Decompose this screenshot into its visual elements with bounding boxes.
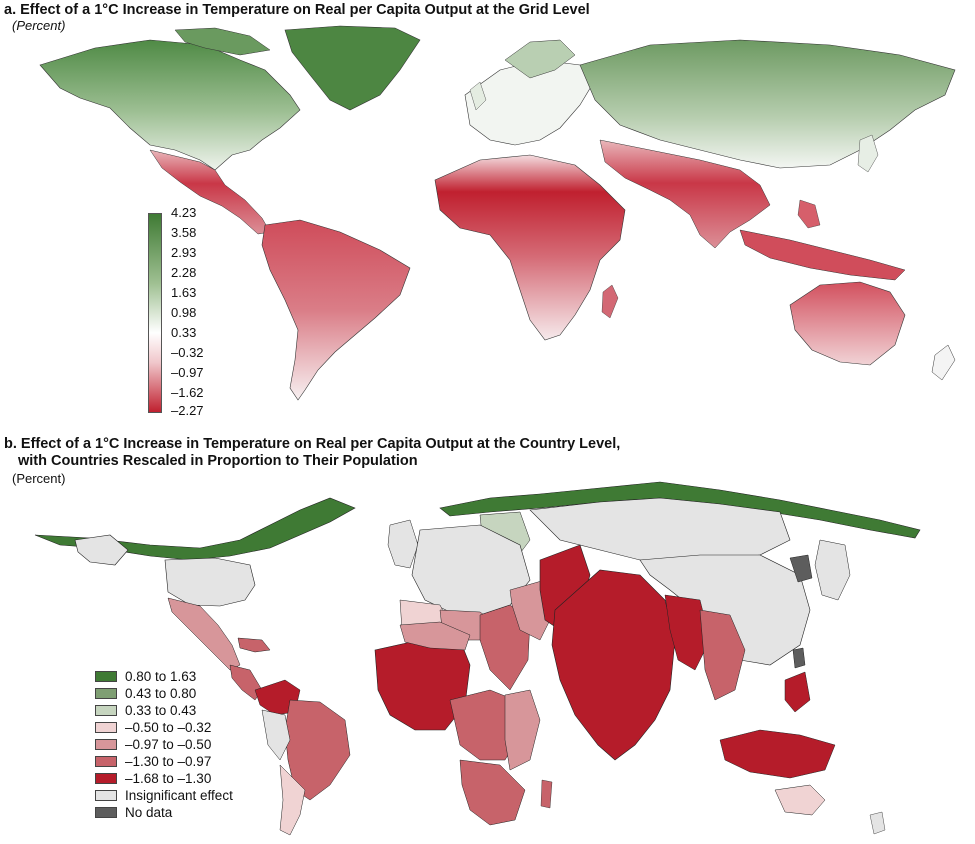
australia-region <box>774 784 826 816</box>
legend-swatch <box>95 671 117 682</box>
legend-swatch <box>95 688 117 699</box>
africa-region <box>434 154 626 341</box>
legend-label: No data <box>125 805 173 820</box>
china-region <box>639 554 811 666</box>
north-america-region <box>39 39 301 171</box>
indonesia-region <box>739 229 906 281</box>
colorbar-label: 3.58 <box>171 225 197 240</box>
korea-region <box>789 554 813 583</box>
south-america-region <box>261 219 411 401</box>
legend-swatch <box>95 756 117 767</box>
legend-label: –0.50 to –0.32 <box>125 720 212 735</box>
legend: 0.80 to 1.63 0.43 to 0.80 0.33 to 0.43 –… <box>95 668 233 821</box>
india-region <box>551 569 676 761</box>
legend-item: –0.50 to –0.32 <box>95 719 233 736</box>
legend-item: –1.68 to –1.30 <box>95 770 233 787</box>
philippines-region <box>797 199 821 229</box>
panel-b-title-line2: with Countries Rescaled in Proportion to… <box>18 453 418 469</box>
legend-label: 0.43 to 0.80 <box>125 686 197 701</box>
greenland-arctic-strip <box>439 481 921 539</box>
colorbar <box>148 213 162 413</box>
colorbar-label: –0.97 <box>171 365 204 380</box>
legend-item: Insignificant effect <box>95 787 233 804</box>
arctic-islands <box>174 27 271 56</box>
colorbar-label: 0.98 <box>171 305 197 320</box>
legend-swatch <box>95 773 117 784</box>
legend-item: –1.30 to –0.97 <box>95 753 233 770</box>
japan-region <box>857 134 879 173</box>
peru-region <box>261 709 291 761</box>
colorbar-label: 1.63 <box>171 285 197 300</box>
japan-region <box>814 539 851 601</box>
legend-swatch <box>95 790 117 801</box>
legend-item: 0.43 to 0.80 <box>95 685 233 702</box>
colorbar-label: –2.27 <box>171 403 204 418</box>
legend-item: –0.97 to –0.50 <box>95 736 233 753</box>
uk-region <box>387 519 419 569</box>
new-zealand-region <box>869 811 886 835</box>
scandinavia-region <box>504 39 576 79</box>
indonesia-region <box>719 729 836 779</box>
alaska-region <box>74 534 129 566</box>
legend-swatch <box>95 705 117 716</box>
southeast-asia-region <box>699 609 746 701</box>
southern-africa-region <box>459 759 526 826</box>
grid-level-map <box>39 25 956 401</box>
greenland-region <box>284 25 421 111</box>
taiwan-region <box>792 647 806 669</box>
colorbar-label: –0.32 <box>171 345 204 360</box>
caribbean-region <box>237 637 271 653</box>
legend-label: 0.80 to 1.63 <box>125 669 197 684</box>
bangladesh-region <box>664 594 711 671</box>
colorbar-label: 0.33 <box>171 325 197 340</box>
south-asia-region <box>599 139 771 249</box>
legend-item: No data <box>95 804 233 821</box>
panel-b-unit: (Percent) <box>12 471 66 486</box>
legend-swatch <box>95 739 117 750</box>
colorbar-label: 2.93 <box>171 245 197 260</box>
new-zealand-region <box>931 344 956 381</box>
colorbar-label: –1.62 <box>171 385 204 400</box>
philippines-region <box>784 671 811 713</box>
mexico-region <box>167 597 241 671</box>
legend-swatch <box>95 807 117 818</box>
colorbar-label: 2.28 <box>171 265 197 280</box>
legend-label: –0.97 to –0.50 <box>125 737 212 752</box>
panel-a-unit: (Percent) <box>12 18 66 33</box>
legend-label: –1.68 to –1.30 <box>125 771 212 786</box>
country-level-cartogram <box>34 481 921 836</box>
legend-item: 0.33 to 0.43 <box>95 702 233 719</box>
legend-label: –1.30 to –0.97 <box>125 754 212 769</box>
central-america-region <box>229 664 263 701</box>
east-africa-region <box>504 689 541 771</box>
argentina-region <box>279 764 306 836</box>
panel-a-title: a. Effect of a 1°C Increase in Temperatu… <box>4 2 590 18</box>
legend-label: 0.33 to 0.43 <box>125 703 197 718</box>
legend-label: Insignificant effect <box>125 788 233 803</box>
madagascar-region <box>540 779 553 809</box>
madagascar-region <box>601 284 619 319</box>
colorbar-label: 4.23 <box>171 205 197 220</box>
legend-swatch <box>95 722 117 733</box>
legend-item: 0.80 to 1.63 <box>95 668 233 685</box>
uk-region <box>469 81 487 111</box>
usa-region <box>164 557 256 607</box>
australia-region <box>789 281 906 366</box>
asia-region <box>579 39 956 169</box>
north-africa-region <box>399 621 471 651</box>
panel-b-title-line1: b. Effect of a 1°C Increase in Temperatu… <box>4 436 621 452</box>
